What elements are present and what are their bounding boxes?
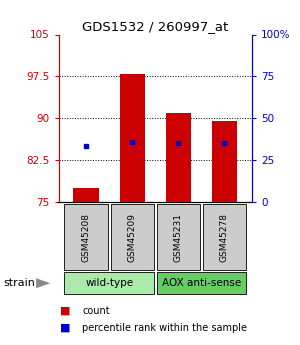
Text: GSM45278: GSM45278 (220, 213, 229, 262)
Text: wild-type: wild-type (85, 278, 133, 288)
Bar (119, 73, 145, 202)
Bar (212, 121, 237, 202)
Text: GSM45208: GSM45208 (82, 213, 91, 262)
Bar (157, 272, 246, 294)
Bar (166, 112, 191, 202)
Bar (64, 204, 108, 270)
Bar (111, 204, 154, 270)
Title: GDS1532 / 260997_at: GDS1532 / 260997_at (82, 20, 228, 33)
Bar (64, 272, 154, 294)
Bar (157, 204, 200, 270)
Text: GSM45209: GSM45209 (128, 213, 137, 262)
Text: ■: ■ (60, 323, 70, 333)
Bar (74, 188, 99, 202)
Bar (203, 204, 246, 270)
Text: ■: ■ (60, 306, 70, 315)
Text: percentile rank within the sample: percentile rank within the sample (82, 323, 247, 333)
Text: AOX anti-sense: AOX anti-sense (162, 278, 241, 288)
Text: GSM45231: GSM45231 (174, 213, 183, 262)
Text: strain: strain (3, 278, 35, 288)
Text: count: count (82, 306, 110, 315)
Polygon shape (36, 278, 50, 288)
